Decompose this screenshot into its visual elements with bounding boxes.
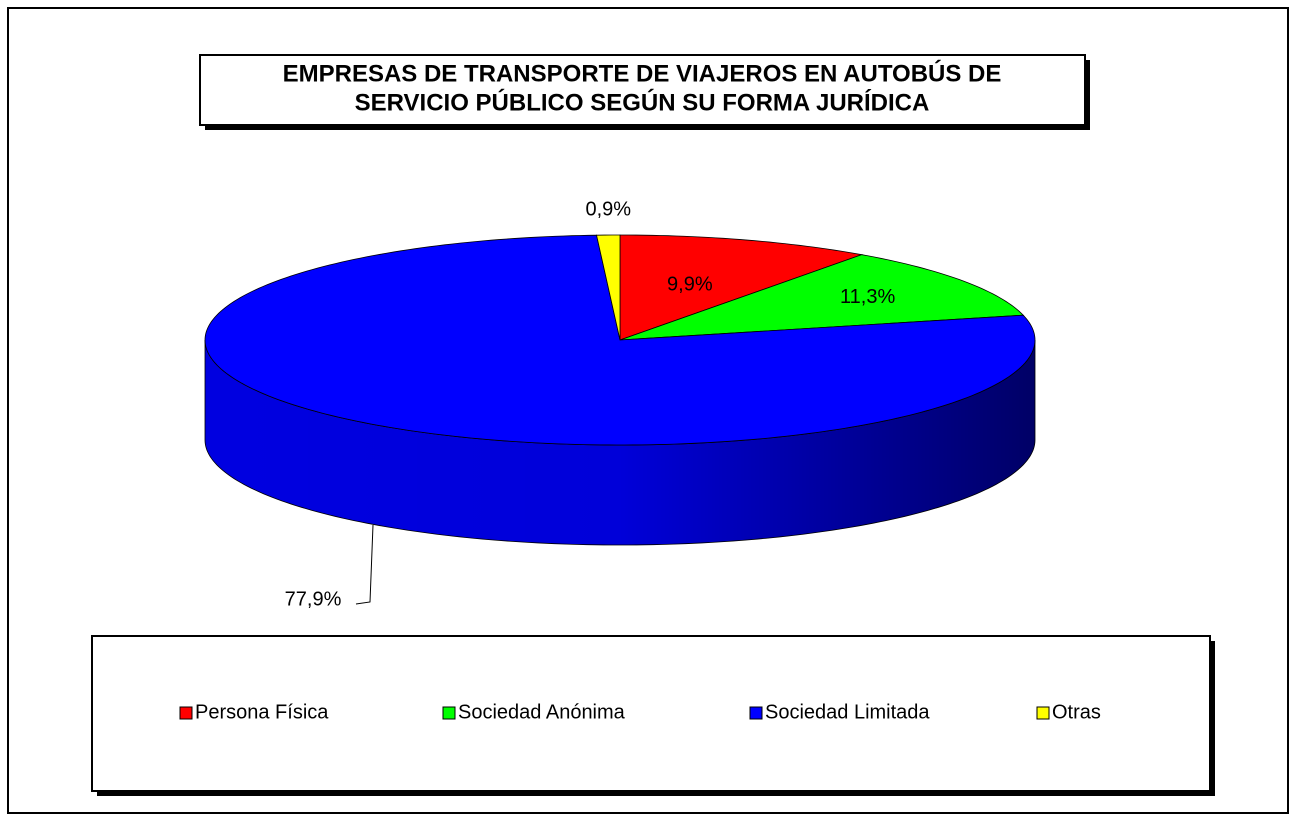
legend-label: Sociedad Anónima (458, 701, 626, 723)
pie (204, 234, 1036, 546)
pie-slice (204, 234, 1036, 446)
legend-label: Persona Física (195, 701, 329, 723)
legend-label: Sociedad Limitada (765, 701, 930, 723)
data-label: 11,3% (840, 286, 895, 308)
legend-label: Otras (1052, 701, 1101, 723)
pie-slice (619, 234, 864, 341)
data-label: 9,9% (667, 273, 713, 295)
chart-title: EMPRESAS DE TRANSPORTE DE VIAJEROS EN AU… (283, 59, 1002, 87)
data-label: 77,9% (285, 588, 342, 610)
title-box (199, 54, 1086, 126)
pie-slice (619, 254, 1025, 341)
legend-swatch (179, 706, 193, 720)
leader-line (355, 524, 374, 605)
legend-box (91, 635, 1211, 792)
pie-slice (596, 234, 621, 341)
legend-swatch (1036, 706, 1050, 720)
chart-title: SERVICIO PÚBLICO SEGÚN SU FORMA JURÍDICA (355, 88, 930, 116)
pie-side-shade (205, 340, 1035, 545)
data-label: 0,9% (585, 198, 631, 220)
legend-swatch (749, 706, 763, 720)
legend-swatch (442, 706, 456, 720)
